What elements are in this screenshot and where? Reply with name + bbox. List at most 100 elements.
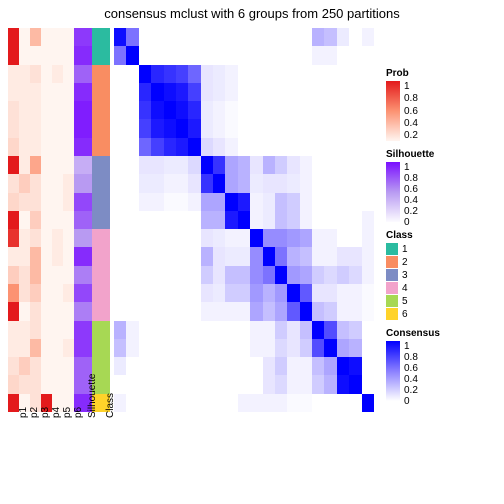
- heatmap-cell: [324, 46, 336, 64]
- anno-p3-cell: [30, 229, 41, 247]
- heatmap-cell: [337, 375, 349, 393]
- heatmap-cell: [287, 83, 299, 101]
- heatmap-cell: [126, 284, 138, 302]
- page-title: consensus mclust with 6 groups from 250 …: [0, 6, 504, 21]
- heatmap-cell: [176, 284, 188, 302]
- heatmap-cell: [324, 394, 336, 412]
- heatmap-cell: [126, 339, 138, 357]
- heatmap-cell: [337, 357, 349, 375]
- heatmap-cell: [139, 83, 151, 101]
- heatmap-cell: [275, 28, 287, 46]
- heatmap-cell: [312, 119, 324, 137]
- heatmap-cell: [201, 174, 213, 192]
- anno-Silhouette-cell: [74, 284, 92, 302]
- heatmap-cell: [164, 375, 176, 393]
- heatmap-cell: [250, 357, 262, 375]
- heatmap-cell: [225, 247, 237, 265]
- heatmap-cell: [349, 375, 361, 393]
- heatmap-cell: [238, 28, 250, 46]
- heatmap-cell: [114, 138, 126, 156]
- heatmap-cell: [312, 266, 324, 284]
- heatmap-cell: [312, 101, 324, 119]
- anno-p3-cell: [30, 83, 41, 101]
- heatmap-cell: [263, 247, 275, 265]
- heatmap-cell: [300, 156, 312, 174]
- heatmap-cell: [312, 46, 324, 64]
- heatmap-cell: [139, 339, 151, 357]
- heatmap-cell: [349, 156, 361, 174]
- anno-Class-cell: [92, 247, 110, 265]
- anno-Class-cell: [92, 65, 110, 83]
- heatmap-cell: [312, 174, 324, 192]
- heatmap-cell: [337, 247, 349, 265]
- heatmap-cell: [275, 211, 287, 229]
- heatmap-cell: [337, 119, 349, 137]
- anno-p2-cell: [19, 174, 30, 192]
- heatmap-cell: [225, 83, 237, 101]
- heatmap-cell: [362, 229, 374, 247]
- anno-p5-cell: [52, 28, 63, 46]
- anno-p6-cell: [63, 28, 74, 46]
- heatmap-cell: [114, 211, 126, 229]
- heatmap-cell: [250, 174, 262, 192]
- heatmap-cell: [362, 28, 374, 46]
- anno-p2-cell: [19, 156, 30, 174]
- heatmap-cell: [176, 247, 188, 265]
- anno-Class-cell: [92, 266, 110, 284]
- heatmap-cell: [263, 156, 275, 174]
- heatmap-cell: [263, 83, 275, 101]
- anno-Silhouette-cell: [74, 119, 92, 137]
- heatmap-cell: [275, 375, 287, 393]
- heatmap-cell: [337, 284, 349, 302]
- heatmap-cell: [164, 193, 176, 211]
- heatmap-cell: [312, 321, 324, 339]
- legend-label: 1: [402, 244, 408, 255]
- heatmap-cell: [362, 357, 374, 375]
- legend-cons-ticks: 10.80.60.40.20: [404, 341, 418, 401]
- heatmap-cell: [114, 174, 126, 192]
- heatmap-cell: [225, 138, 237, 156]
- anno-p1-cell: [8, 28, 19, 46]
- heatmap-cell: [275, 357, 287, 375]
- heatmap-cell: [250, 65, 262, 83]
- heatmap-cell: [126, 375, 138, 393]
- heatmap-cell: [238, 284, 250, 302]
- anno-p6-cell: [63, 302, 74, 320]
- anno-Silhouette-cell: [74, 156, 92, 174]
- heatmap-cell: [263, 119, 275, 137]
- anno-p4-cell: [41, 321, 52, 339]
- heatmap-cell: [238, 156, 250, 174]
- heatmap-cell: [213, 321, 225, 339]
- anno-Silhouette-cell: [74, 339, 92, 357]
- heatmap-cell: [151, 28, 163, 46]
- heatmap-cell: [287, 119, 299, 137]
- anno-p2-cell: [19, 46, 30, 64]
- heatmap-cell: [126, 394, 138, 412]
- heatmap-cell: [164, 138, 176, 156]
- heatmap-cell: [337, 174, 349, 192]
- anno-p3-cell: [30, 266, 41, 284]
- anno-Class-cell: [92, 46, 110, 64]
- heatmap-cell: [213, 156, 225, 174]
- heatmap-cell: [250, 193, 262, 211]
- anno-p1-cell: [8, 339, 19, 357]
- heatmap-cell: [263, 375, 275, 393]
- heatmap-cell: [225, 46, 237, 64]
- anno-p6-cell: [63, 375, 74, 393]
- anno-p6-cell: [63, 229, 74, 247]
- heatmap-cell: [312, 193, 324, 211]
- legend-cons-bar: [386, 341, 400, 401]
- heatmap-cell: [151, 83, 163, 101]
- legend-sil-bar: [386, 162, 400, 222]
- legend-class-row: 5: [386, 295, 498, 307]
- anno-p2-cell: [19, 28, 30, 46]
- anno-p6-cell: [63, 321, 74, 339]
- anno-p4-cell: [41, 101, 52, 119]
- heatmap-cell: [213, 174, 225, 192]
- heatmap-cell: [139, 174, 151, 192]
- anno-p3-cell: [30, 174, 41, 192]
- anno-p3-cell: [30, 284, 41, 302]
- anno-Class-cell: [92, 284, 110, 302]
- heatmap-cell: [300, 302, 312, 320]
- heatmap-cell: [188, 339, 200, 357]
